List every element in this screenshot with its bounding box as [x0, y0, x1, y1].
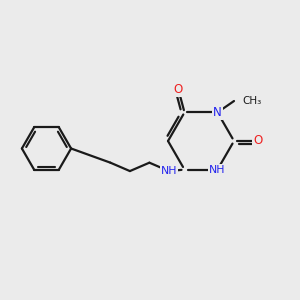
Text: O: O [254, 134, 262, 148]
Text: N: N [213, 106, 222, 119]
Text: CH₃: CH₃ [242, 96, 262, 106]
Text: NH: NH [209, 165, 226, 175]
Text: O: O [174, 83, 183, 96]
Text: NH: NH [161, 166, 177, 176]
